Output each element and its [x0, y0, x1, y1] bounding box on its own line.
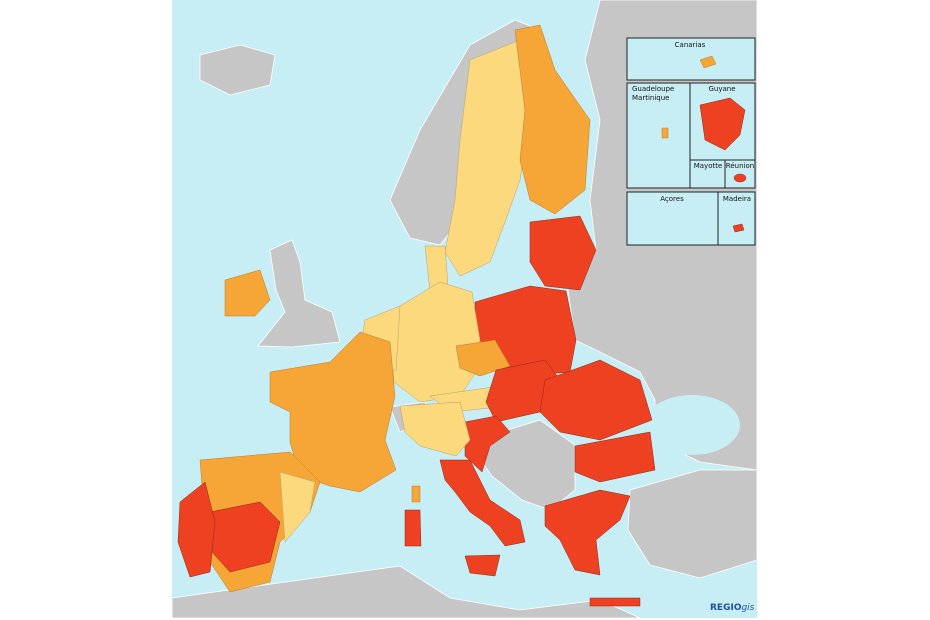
logo-italic: gis — [741, 603, 754, 613]
crete — [589, 597, 641, 607]
france — [269, 331, 397, 493]
inset-label: Madeira — [723, 195, 751, 203]
finland — [514, 24, 591, 215]
inset-island — [661, 127, 669, 139]
logo: REGIOgis — [710, 603, 755, 613]
bulgaria — [574, 431, 656, 483]
inset-label: Mayotte — [694, 162, 723, 170]
inset-label: Canarias — [675, 41, 706, 49]
portugal — [177, 481, 216, 578]
baltics — [529, 215, 597, 291]
inset-guyane — [699, 97, 746, 151]
sicily — [464, 554, 501, 577]
czechia — [455, 339, 511, 377]
central-spain — [209, 501, 281, 573]
inset-label: Guyane — [708, 85, 735, 93]
inset-island — [733, 173, 747, 183]
inset-box — [626, 191, 756, 246]
inset-label: Réunion — [726, 162, 754, 170]
great-britain — [257, 239, 341, 348]
eastern-spain — [279, 471, 316, 543]
northern-italy — [399, 401, 471, 457]
turkey — [627, 469, 758, 579]
inset-island — [732, 223, 745, 233]
greece — [544, 489, 631, 576]
sardinia — [404, 509, 422, 547]
inset-box — [626, 37, 756, 81]
ireland — [224, 269, 271, 317]
north-africa — [171, 565, 641, 619]
inset-label: Guadeloupe — [632, 85, 674, 93]
black-sea — [644, 395, 740, 455]
inset-island — [699, 55, 717, 69]
logo-bold: REGIO — [710, 603, 742, 613]
corsica — [411, 485, 421, 503]
croatia — [464, 415, 511, 473]
iceland — [199, 44, 276, 96]
inset-label: Açores — [660, 195, 684, 203]
inset-label: Martinique — [632, 94, 669, 102]
romania — [539, 359, 653, 441]
southern-italy — [439, 459, 526, 547]
